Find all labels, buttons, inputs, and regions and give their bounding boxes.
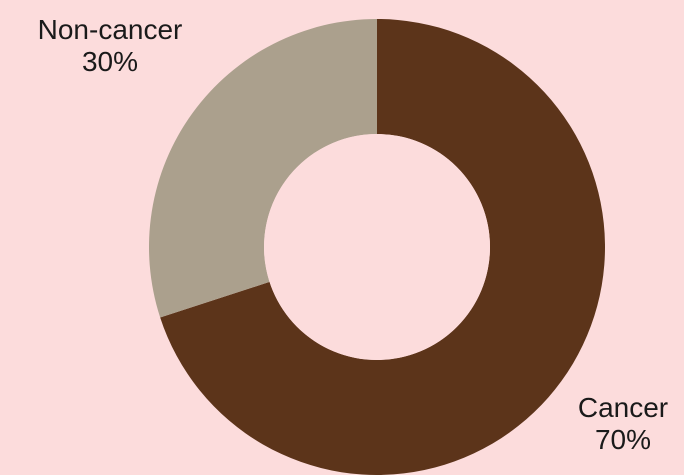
- slice-label-non-cancer-value: 30%: [81, 46, 139, 77]
- slice-label-cancer-name: Cancer: [577, 392, 669, 423]
- donut-hole: [264, 134, 490, 360]
- donut-slice-non-cancer: [148, 19, 377, 318]
- slice-label-non-cancer: Non-cancer 30%: [6, 14, 214, 78]
- slice-label-cancer: Cancer 70%: [564, 392, 682, 456]
- slice-label-non-cancer-name: Non-cancer: [37, 14, 183, 45]
- donut-slice-cancer: [160, 19, 605, 475]
- slice-label-cancer-value: 70%: [594, 424, 652, 455]
